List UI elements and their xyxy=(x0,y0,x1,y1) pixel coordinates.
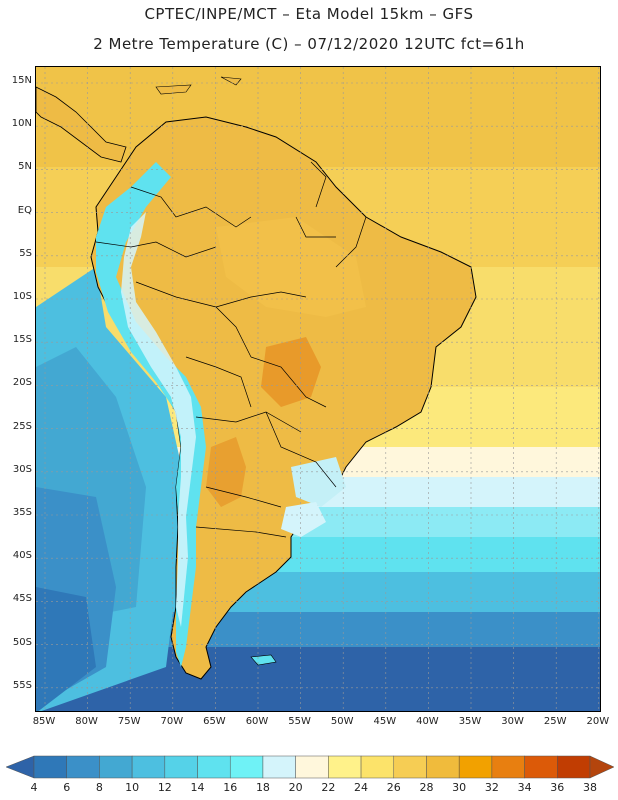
cool-zone-south-brazil xyxy=(291,457,346,507)
colorbar-label-18: 18 xyxy=(255,781,270,794)
colorbar-right-arrow xyxy=(589,755,614,779)
lon-label-50w: 50W xyxy=(330,716,354,727)
lat-label-10s: 10S xyxy=(12,291,32,302)
lat-label-45s: 45S xyxy=(12,593,32,605)
colorbar-label-22: 22 xyxy=(321,781,336,794)
lat-label-15n: 15N xyxy=(11,75,32,86)
andes-snow-strip xyxy=(121,212,196,627)
colorbar-bin-14 xyxy=(458,755,493,779)
lon-label-60w: 60W xyxy=(245,716,269,727)
lat-label-eq: EQ xyxy=(17,204,32,216)
colorbar-label-30: 30 xyxy=(452,781,467,794)
lon-label-20w: 20W xyxy=(586,716,610,727)
lon-label-40w: 40W xyxy=(416,716,439,727)
lon-label-80w: 80W xyxy=(75,716,98,727)
title-line-2: 2 Metre Temperature (C) – 07/12/2020 12U… xyxy=(93,35,525,53)
map-panel[interactable] xyxy=(35,66,601,712)
temperature-colorbar xyxy=(6,755,614,779)
lon-label-85w: 85W xyxy=(32,716,56,727)
colorbar-label-8: 8 xyxy=(95,781,103,794)
lat-label-55s: 55S xyxy=(12,679,32,691)
colorbar-bin-11 xyxy=(360,755,395,779)
lat-label-20s: 20S xyxy=(12,377,32,389)
colorbar-left-arrow xyxy=(6,755,35,779)
colorbar-bin-9 xyxy=(295,755,329,779)
central-america xyxy=(36,86,127,163)
lat-label-15s: 15S xyxy=(12,334,32,346)
colorbar-bin-4 xyxy=(131,755,166,779)
colorbar-bin-12 xyxy=(393,755,427,779)
cool-zone-uruguay xyxy=(281,502,326,537)
colorbar-label-16: 16 xyxy=(223,781,238,794)
hot-zone-center xyxy=(261,337,321,407)
title-line-1: CPTEC/INPE/MCT – Eta Model 15km – GFS xyxy=(144,5,474,23)
warm-zone-amazon xyxy=(216,217,366,317)
lat-label-10n: 10N xyxy=(11,118,32,130)
colorbar-bin-13 xyxy=(426,755,460,779)
colorbar-bin-16 xyxy=(524,755,558,779)
colorbar-label-24: 24 xyxy=(354,781,369,794)
colorbar-label-26: 26 xyxy=(386,781,401,794)
colorbar-bin-2 xyxy=(66,755,100,779)
colorbar-label-36: 36 xyxy=(550,781,565,794)
lon-label-70w: 70W xyxy=(160,716,184,727)
colorbar-label-34: 34 xyxy=(517,781,532,794)
colorbar-bin-15 xyxy=(491,755,525,779)
colorbar-label-28: 28 xyxy=(419,781,434,794)
temperature-map[interactable] xyxy=(36,67,601,712)
colorbar-bin-5 xyxy=(164,755,198,779)
caribbean-island-1 xyxy=(155,84,192,95)
falkland-islands xyxy=(250,654,277,666)
colorbar-bin-6 xyxy=(197,755,231,779)
colorbar-bin-10 xyxy=(328,755,362,779)
colorbar-label-10: 10 xyxy=(125,781,140,794)
lon-label-55w: 55W xyxy=(288,716,311,727)
colorbar-label-38: 38 xyxy=(583,781,597,794)
lat-label-5n: 5N xyxy=(18,161,32,173)
graticule xyxy=(36,67,600,711)
colorbar-label-12: 12 xyxy=(157,781,172,794)
colorbar-label-32: 32 xyxy=(484,781,499,794)
colorbar-bin-3 xyxy=(99,755,133,779)
lon-label-45w: 45W xyxy=(373,716,397,727)
colorbar-bin-17 xyxy=(557,755,591,779)
colorbar-label-6: 6 xyxy=(63,781,71,794)
lat-label-30s: 30S xyxy=(12,463,32,475)
colorbar-bin-8 xyxy=(262,755,296,779)
colorbar-label-14: 14 xyxy=(190,781,205,794)
lat-label-35s: 35S xyxy=(12,507,32,518)
country-borders xyxy=(95,161,367,538)
lon-label-35w: 35W xyxy=(458,716,482,727)
lon-label-65w: 65W xyxy=(203,716,226,727)
colorbar-bin-7 xyxy=(229,755,264,779)
lon-label-75w: 75W xyxy=(117,716,141,727)
lat-label-40s: 40S xyxy=(12,550,32,562)
colorbar-label-4: 4 xyxy=(30,781,38,794)
lon-label-30w: 30W xyxy=(501,716,524,727)
lat-label-5s: 5S xyxy=(19,247,32,259)
colorbar-label-20: 20 xyxy=(288,781,303,794)
lat-label-25s: 25S xyxy=(12,420,32,432)
lat-label-50s: 50S xyxy=(12,636,32,648)
colorbar-bin-1 xyxy=(33,755,67,779)
pacific-coldest-water xyxy=(36,587,96,711)
lon-label-25w: 25W xyxy=(543,716,567,727)
